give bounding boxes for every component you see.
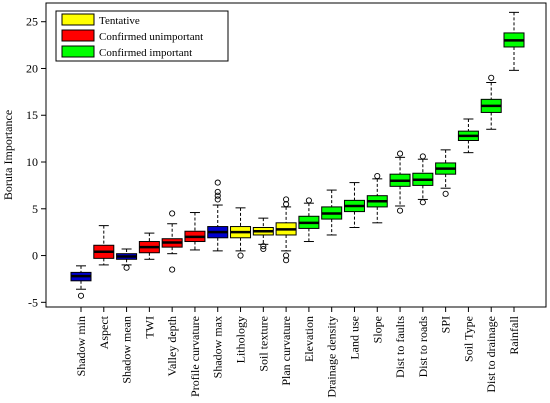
y-tick-label: 5 — [32, 202, 38, 216]
x-tick-label: Rainfall — [507, 315, 521, 354]
y-tick-label: 10 — [26, 155, 38, 169]
x-tick-label: Drainage density — [325, 316, 339, 398]
outlier-point — [214, 179, 221, 186]
y-tick-label: -5 — [28, 295, 38, 309]
box-dist-to-roads — [412, 153, 434, 206]
outlier-point — [77, 292, 85, 299]
x-tick-label: Plan curvature — [279, 316, 293, 386]
box-shadow-max — [207, 179, 229, 252]
x-tick-label: Dist to faults — [393, 316, 407, 378]
outlier-point — [488, 74, 495, 81]
outlier-point — [214, 196, 221, 203]
box-land-use — [343, 182, 365, 228]
outlier-point — [283, 196, 290, 203]
outlier-point — [260, 243, 267, 250]
x-tick-label: Lithology — [234, 316, 248, 363]
x-tick-label: SPI — [439, 316, 453, 333]
x-tick-label: Profile curvature — [188, 316, 202, 397]
outlier-point — [442, 190, 449, 197]
outlier-point — [374, 172, 381, 180]
legend-swatch — [61, 29, 95, 42]
box-shadow-mean — [116, 248, 138, 271]
outlier-point — [283, 252, 290, 259]
y-tick-label: 25 — [26, 15, 38, 29]
box-soil-texture — [252, 217, 274, 253]
box-profile-curvature — [184, 212, 206, 251]
box-dist-to-drainage — [480, 74, 502, 130]
box-drainage-density — [321, 189, 343, 236]
x-tick-label: Shadow mean — [120, 316, 134, 384]
outlier-point — [305, 197, 312, 204]
x-tick-label: Aspect — [97, 315, 111, 349]
outlier-point — [123, 264, 130, 271]
outlier-point — [214, 188, 221, 195]
outlier-point — [419, 199, 426, 206]
legend-label: Confirmed unimportant — [99, 31, 203, 43]
outlier-point — [260, 245, 267, 253]
box-spi — [435, 149, 457, 197]
boxes — [70, 11, 525, 299]
x-tick-label: TWI — [142, 316, 156, 339]
box-lithology — [230, 207, 252, 259]
box-twi — [138, 232, 160, 260]
x-tick-label: Elevation — [302, 316, 316, 362]
outlier-point — [169, 210, 176, 217]
x-tick-label: Slope — [370, 316, 384, 343]
x-tick-label: Soil Type — [461, 316, 475, 362]
x-tick-label: Dist to drainage — [484, 316, 498, 393]
box-aspect — [93, 225, 115, 266]
box-elevation — [298, 197, 320, 243]
outlier-point — [283, 201, 290, 208]
outlier-point — [397, 150, 404, 157]
box-valley-depth — [161, 210, 183, 273]
y-tick-label: 20 — [26, 61, 38, 75]
legend-label: Confirmed important — [99, 47, 192, 59]
outlier-point — [237, 252, 244, 259]
outlier-point — [419, 153, 426, 160]
box-soil-type — [457, 118, 479, 154]
box-shadow-min — [70, 265, 92, 299]
y-tick-label: 15 — [26, 108, 38, 122]
legend-label: Tentative — [99, 15, 140, 27]
x-tick-label: Land use — [347, 316, 361, 360]
box-plan-curvature — [275, 196, 297, 264]
outlier-point — [397, 207, 404, 214]
box-slope — [366, 172, 388, 224]
y-axis-title: Boruta Importance — [1, 110, 15, 200]
legend: Tentative Confirmed unimportant Confirmed … — [55, 10, 229, 62]
x-tick-label: Shadow max — [211, 316, 225, 378]
y-tick-label: 0 — [32, 249, 38, 263]
plot-frame — [45, 2, 547, 308]
x-tick-label: Valley depth — [165, 316, 179, 376]
outlier-point — [169, 266, 176, 273]
y-axis: -5 0 5 10 15 20 25 — [26, 15, 46, 309]
outlier-point — [214, 192, 221, 199]
x-tick-label: Soil texture — [256, 316, 270, 372]
x-tick-label: Dist to roads — [416, 316, 430, 378]
x-tick-labels: Shadow min Aspect Shadow mean TWI Valley dep… — [74, 307, 521, 398]
legend-swatch — [61, 13, 95, 26]
box-dist-to-faults — [389, 150, 411, 214]
outlier-point — [283, 257, 290, 264]
box-rainfall — [503, 11, 525, 71]
x-tick-label: Shadow min — [74, 316, 88, 376]
legend-swatch — [61, 45, 95, 58]
